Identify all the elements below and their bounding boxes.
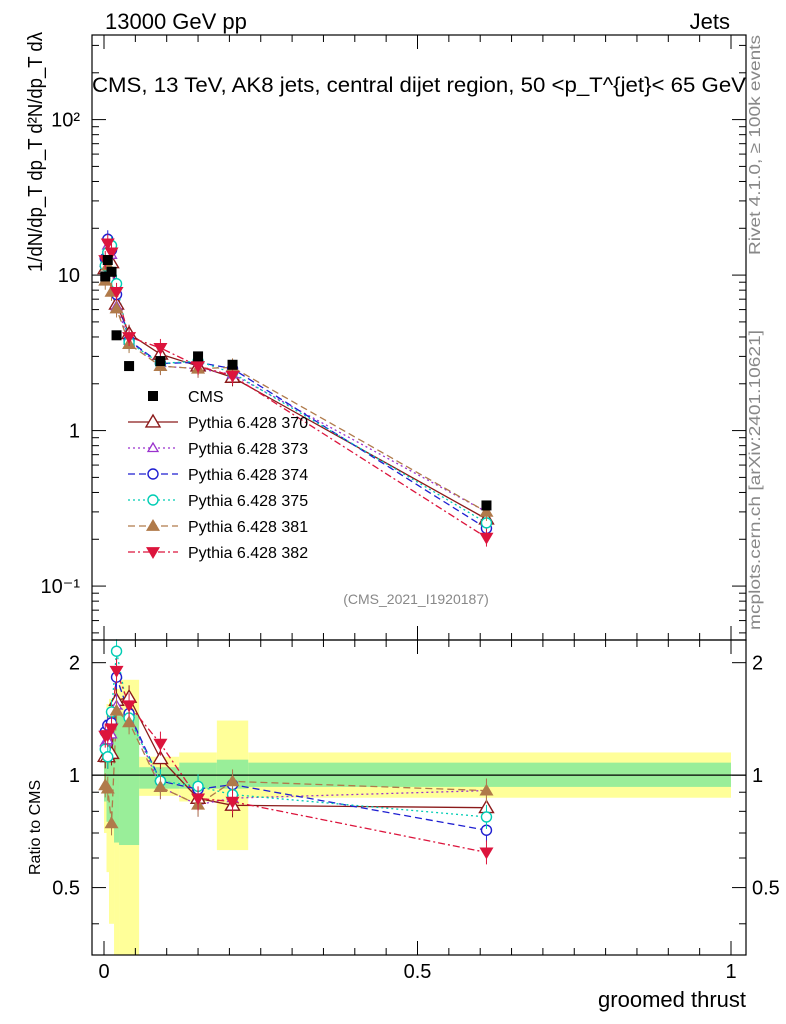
point-ratio-5-6 (191, 793, 206, 806)
legend-label-0: Pythia 6.428 370 (188, 415, 308, 432)
point-cms-2 (106, 266, 117, 277)
point-ratio-0-5 (152, 750, 169, 765)
legend-label-2: Pythia 6.428 374 (188, 467, 308, 484)
x-tick-label: 1 (725, 961, 736, 983)
point-ratio-3-8 (480, 811, 493, 823)
point-main-5-8 (479, 532, 494, 545)
legend-marker-2 (147, 468, 159, 480)
x-axis-label: groomed thrust (598, 987, 746, 1012)
legend-label-3: Pythia 6.428 375 (188, 493, 308, 510)
point-ratio-4-3 (109, 703, 124, 716)
band-green-4 (119, 714, 140, 846)
series-line-ratio-2 (104, 676, 487, 831)
chart-title: CMS, 13 TeV, AK8 jets, central dijet reg… (92, 74, 746, 97)
point-main-5-5 (153, 343, 168, 355)
point-ratio-5-2 (104, 723, 119, 736)
legend-marker-3 (147, 494, 159, 506)
ratio-y-tick-label-right: 2 (752, 653, 763, 675)
analysis-watermark: (CMS_2021_I1920187) (343, 591, 489, 607)
point-ratio-5-3 (109, 665, 124, 678)
mcplots-label: mcplots.cern.ch [arXiv:2401.10621] (747, 330, 764, 630)
legend-label-4: Pythia 6.428 381 (188, 519, 308, 536)
point-cms-4 (124, 361, 135, 372)
y-tick-label: 10⁻¹ (41, 576, 81, 598)
point-main-5-6 (191, 361, 206, 374)
y-tick-label: 10² (51, 110, 80, 132)
point-cms-7 (227, 359, 238, 370)
point-ratio-4-2 (104, 816, 119, 829)
point-cms-1 (102, 255, 113, 266)
legend-label-cms: CMS (188, 389, 224, 406)
header-left: 13000 GeV pp (105, 9, 247, 34)
point-ratio-5-4 (122, 700, 137, 713)
ratio-y-tick-label-right: 1 (752, 765, 763, 787)
point-main-5-7 (225, 370, 240, 383)
header-right: Jets (690, 9, 730, 34)
ratio-y-tick-label: 2 (69, 653, 80, 675)
point-cms-0 (100, 271, 111, 282)
axis-ticks: 0 0.5 1 10 1 10⁻¹ 10² 2 2 1 1 0.5 0.5 (41, 35, 780, 983)
point-cms-6 (193, 351, 204, 362)
legend-marker-0 (144, 413, 162, 428)
point-ratio-3-3 (110, 645, 123, 657)
band-green-2 (109, 709, 115, 822)
ratio-panel-series-lines (104, 651, 487, 854)
ratio-y-tick-label: 1 (69, 765, 80, 787)
point-main-5-4 (122, 332, 137, 344)
point-main-4-3 (109, 301, 124, 314)
point-ratio-4-5 (153, 780, 168, 793)
legend-label-5: Pythia 6.428 382 (188, 545, 308, 562)
point-main-5-2 (104, 247, 119, 260)
x-tick-label: 0.5 (404, 961, 432, 983)
y-axis-label: 1/dN/dp_T dp_T d²N/dp_T dλ (25, 32, 47, 272)
x-tick-label: 0 (98, 961, 109, 983)
point-cms-3 (111, 330, 122, 341)
ratio-y-tick-label-right: 0.5 (752, 878, 780, 900)
point-ratio-4-4 (122, 715, 137, 728)
series-line-main-2 (104, 239, 487, 529)
point-cms-5 (155, 356, 166, 367)
ratio-panel-frame (91, 639, 747, 956)
point-ratio-4-1 (100, 781, 115, 794)
point-ratio-5-7 (225, 796, 240, 809)
point-ratio-5-8 (479, 847, 494, 860)
ratio-y-tick-label: 0.5 (52, 878, 80, 900)
data-markers (97, 230, 495, 865)
point-ratio-5-5 (153, 738, 168, 751)
point-ratio-4-8 (479, 783, 494, 796)
ratio-y-axis-label: Ratio to CMS (27, 780, 44, 875)
ratio-uncertainty-bands (92, 679, 746, 955)
legend-marker-1 (146, 441, 160, 453)
legend-label-1: Pythia 6.428 373 (188, 441, 308, 458)
axes-frames (91, 34, 747, 956)
band-green-0 (104, 738, 107, 802)
y-tick-label: 1 (69, 421, 80, 443)
point-main-5-1 (100, 238, 115, 251)
point-main-5-3 (109, 286, 124, 299)
legend-marker-5 (146, 547, 160, 559)
point-ratio-4-7 (225, 774, 240, 787)
band-green-3 (114, 698, 120, 843)
legend: CMS Pythia 6.428 370 Pythia 6.428 373 Pythi… (128, 389, 308, 562)
point-main-4-8 (479, 504, 494, 517)
rivet-label: Rivet 4.1.0, ≥ 100k events (747, 35, 764, 255)
legend-marker-cms (148, 391, 158, 401)
point-ratio-3-1 (102, 751, 114, 763)
y-tick-label: 10 (58, 265, 80, 287)
point-cms-8 (481, 500, 492, 511)
legend-marker-4 (146, 519, 160, 531)
